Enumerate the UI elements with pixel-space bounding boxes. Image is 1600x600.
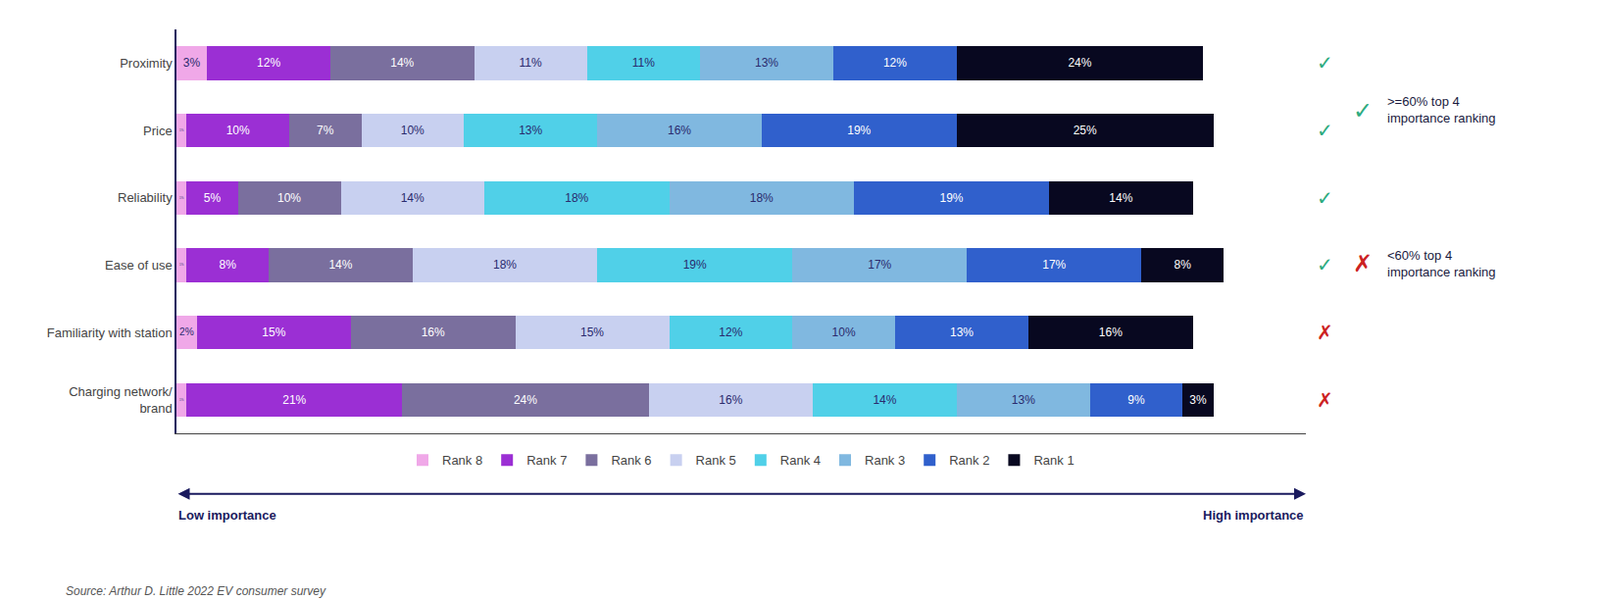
svg-text:✓: ✓	[1316, 119, 1334, 142]
svg-text:12%: 12%	[718, 325, 743, 340]
svg-text:Familiarity with station: Familiarity with station	[47, 325, 173, 341]
svg-text:10%: 10%	[277, 191, 301, 205]
svg-text:13%: 13%	[518, 123, 543, 138]
svg-text:24%: 24%	[513, 393, 538, 407]
svg-text:17%: 17%	[867, 257, 892, 272]
svg-text:1%: 1%	[179, 196, 185, 200]
svg-text:18%: 18%	[564, 191, 589, 205]
svg-text:Charging network/brand: Charging network/brand	[68, 384, 173, 416]
svg-text:10%: 10%	[226, 123, 250, 138]
svg-text:Rank 4: Rank 4	[780, 452, 821, 468]
svg-text:25%: 25%	[1073, 123, 1098, 138]
svg-text:15%: 15%	[261, 325, 286, 340]
svg-text:13%: 13%	[1011, 393, 1036, 407]
svg-text:<60% top 4importance ranking: <60% top 4importance ranking	[1387, 248, 1497, 280]
svg-text:Rank 7: Rank 7	[526, 452, 567, 468]
svg-text:8%: 8%	[1173, 257, 1192, 272]
svg-text:Rank 8: Rank 8	[442, 452, 483, 468]
svg-text:✗: ✗	[1316, 321, 1334, 344]
svg-text:Rank 2: Rank 2	[949, 452, 990, 468]
svg-text:1%: 1%	[179, 128, 185, 133]
svg-text:Rank 1: Rank 1	[1033, 452, 1074, 468]
svg-text:Rank 3: Rank 3	[864, 452, 905, 468]
svg-text:3%: 3%	[1189, 393, 1207, 407]
svg-text:7%: 7%	[316, 123, 335, 138]
svg-text:Source: Arthur D. Little 2022: Source: Arthur D. Little 2022 EV consume…	[65, 584, 327, 599]
svg-text:24%: 24%	[1067, 55, 1092, 70]
svg-text:Reliability: Reliability	[117, 190, 173, 205]
svg-text:13%: 13%	[950, 325, 974, 340]
svg-text:11%: 11%	[519, 55, 543, 70]
svg-text:18%: 18%	[493, 257, 517, 272]
svg-text:16%: 16%	[667, 123, 692, 138]
svg-text:14%: 14%	[1108, 191, 1133, 205]
svg-text:>=60% top 4importance ranking: >=60% top 4importance ranking	[1387, 94, 1497, 126]
svg-text:10%: 10%	[400, 123, 425, 138]
svg-text:✓: ✓	[1316, 253, 1334, 276]
svg-text:10%: 10%	[832, 325, 856, 340]
svg-text:17%: 17%	[1042, 257, 1066, 272]
svg-text:Low importance: Low importance	[178, 507, 277, 523]
svg-text:14%: 14%	[872, 393, 897, 407]
svg-text:Ease of use: Ease of use	[104, 257, 173, 273]
svg-text:16%: 16%	[718, 393, 743, 407]
svg-text:8%: 8%	[219, 257, 238, 272]
svg-text:18%: 18%	[750, 191, 774, 205]
svg-text:14%: 14%	[328, 257, 352, 272]
svg-text:21%: 21%	[282, 393, 306, 407]
svg-text:14%: 14%	[400, 191, 425, 205]
svg-text:12%: 12%	[256, 55, 281, 70]
svg-text:✓: ✓	[1316, 187, 1334, 209]
svg-text:14%: 14%	[390, 55, 414, 70]
svg-text:16%: 16%	[1099, 325, 1123, 340]
svg-text:Price: Price	[143, 123, 173, 139]
svg-text:High importance: High importance	[1202, 507, 1304, 523]
svg-text:✓: ✓	[1316, 51, 1334, 74]
svg-text:2%: 2%	[179, 326, 195, 338]
svg-text:5%: 5%	[203, 191, 222, 205]
svg-text:9%: 9%	[1127, 393, 1146, 407]
svg-text:15%: 15%	[580, 325, 604, 340]
svg-text:✗: ✗	[1316, 389, 1334, 411]
svg-text:19%: 19%	[940, 191, 964, 205]
svg-text:Rank 5: Rank 5	[696, 452, 737, 468]
svg-text:12%: 12%	[883, 55, 907, 70]
svg-text:11%: 11%	[632, 55, 655, 70]
svg-text:✓: ✓	[1352, 97, 1373, 124]
svg-text:3%: 3%	[183, 55, 201, 70]
svg-text:Proximity: Proximity	[119, 55, 173, 71]
svg-text:19%: 19%	[847, 123, 871, 138]
svg-text:1%: 1%	[179, 398, 185, 402]
svg-text:16%: 16%	[421, 325, 446, 340]
svg-text:1%: 1%	[179, 262, 185, 267]
svg-text:13%: 13%	[754, 55, 779, 70]
svg-text:✗: ✗	[1352, 250, 1373, 277]
svg-text:Rank 6: Rank 6	[610, 452, 651, 468]
svg-text:19%: 19%	[683, 257, 707, 272]
